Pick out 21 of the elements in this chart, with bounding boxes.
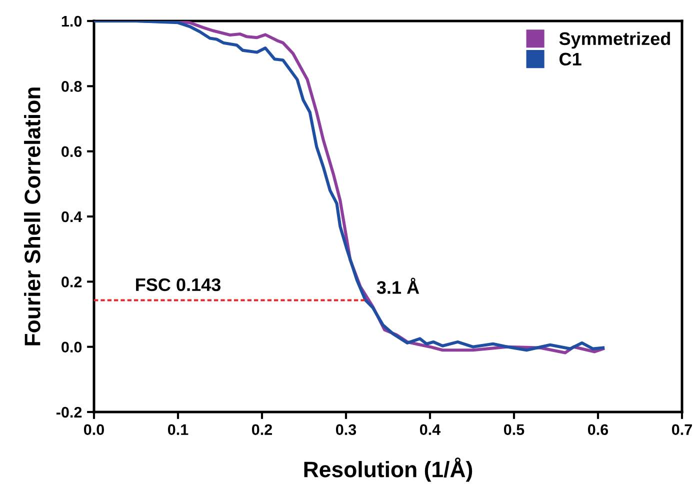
x-tick-label: 0.0	[84, 424, 104, 436]
x-tick-label: 0.5	[504, 424, 524, 436]
x-tick-label: 0.7	[672, 424, 692, 436]
y-tick-label: 0.0	[62, 342, 82, 353]
y-tick-label: 1.0	[62, 16, 82, 27]
x-tick-label: 0.3	[336, 424, 356, 436]
y-tick-label: 0.4	[62, 211, 82, 222]
legend-label: C1	[560, 52, 582, 66]
x-axis-title: Resolution (1/Å)	[304, 457, 472, 482]
y-tick-label: 0.2	[62, 276, 82, 288]
x-tick-label: 0.1	[168, 424, 188, 436]
annotation: 3.1 Å	[376, 278, 420, 294]
x-tick-label: 0.6	[588, 424, 608, 436]
y-axis-title: Fourier Shell Correlation	[24, 88, 40, 346]
x-tick-label: 0.4	[420, 424, 441, 436]
x-tick-label: 0.2	[252, 424, 272, 436]
y-tick-label: 0.6	[62, 146, 82, 158]
y-tick-label: -0.2	[56, 406, 82, 418]
y-tick-label: 0.8	[62, 81, 82, 92]
annotation: FSC 0.143	[136, 278, 221, 292]
legend-label: Symmetrized	[559, 32, 670, 49]
